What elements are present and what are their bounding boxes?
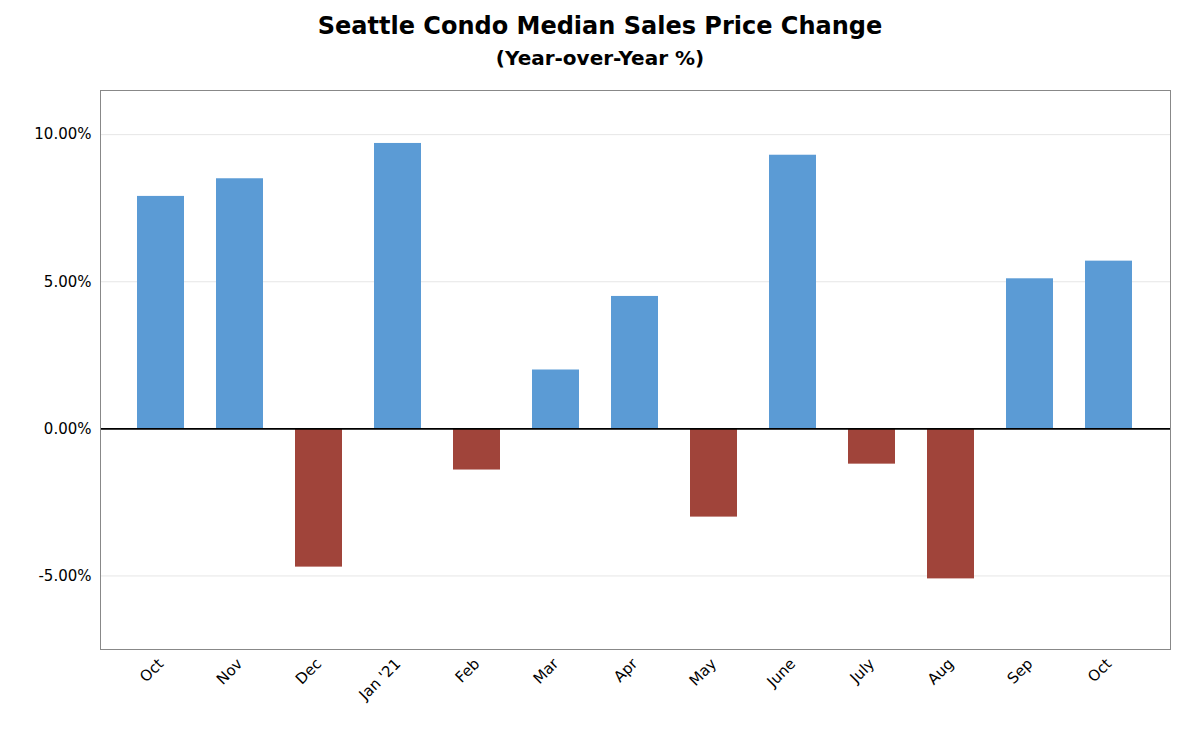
svg-text:May: May: [686, 655, 721, 690]
svg-text:Sep: Sep: [1003, 655, 1036, 688]
svg-text:Aug: Aug: [924, 655, 957, 688]
svg-text:Oct: Oct: [136, 655, 167, 686]
svg-text:10.00%: 10.00%: [34, 125, 91, 143]
svg-text:Oct: Oct: [1084, 655, 1115, 686]
html-text:(Year-over-Year %): (Year-over-Year %): [495, 46, 705, 70]
svg-text:Jan '21: Jan '21: [355, 655, 405, 705]
svg-text:Feb: Feb: [452, 655, 484, 687]
svg-text:5.00%: 5.00%: [44, 273, 92, 291]
html-text:Seattle Condo Median Sales Pri: Seattle Condo Median Sales Price Change: [317, 12, 883, 40]
svg-text:July: July: [846, 655, 879, 688]
svg-text:0.00%: 0.00%: [44, 420, 92, 438]
svg-text:Apr: Apr: [610, 654, 642, 686]
svg-text:Dec: Dec: [292, 655, 325, 688]
svg-text:Mar: Mar: [529, 654, 562, 687]
svg-text:Nov: Nov: [213, 655, 247, 689]
svg-text:-5.00%: -5.00%: [38, 567, 91, 585]
svg-text:June: June: [763, 655, 800, 692]
